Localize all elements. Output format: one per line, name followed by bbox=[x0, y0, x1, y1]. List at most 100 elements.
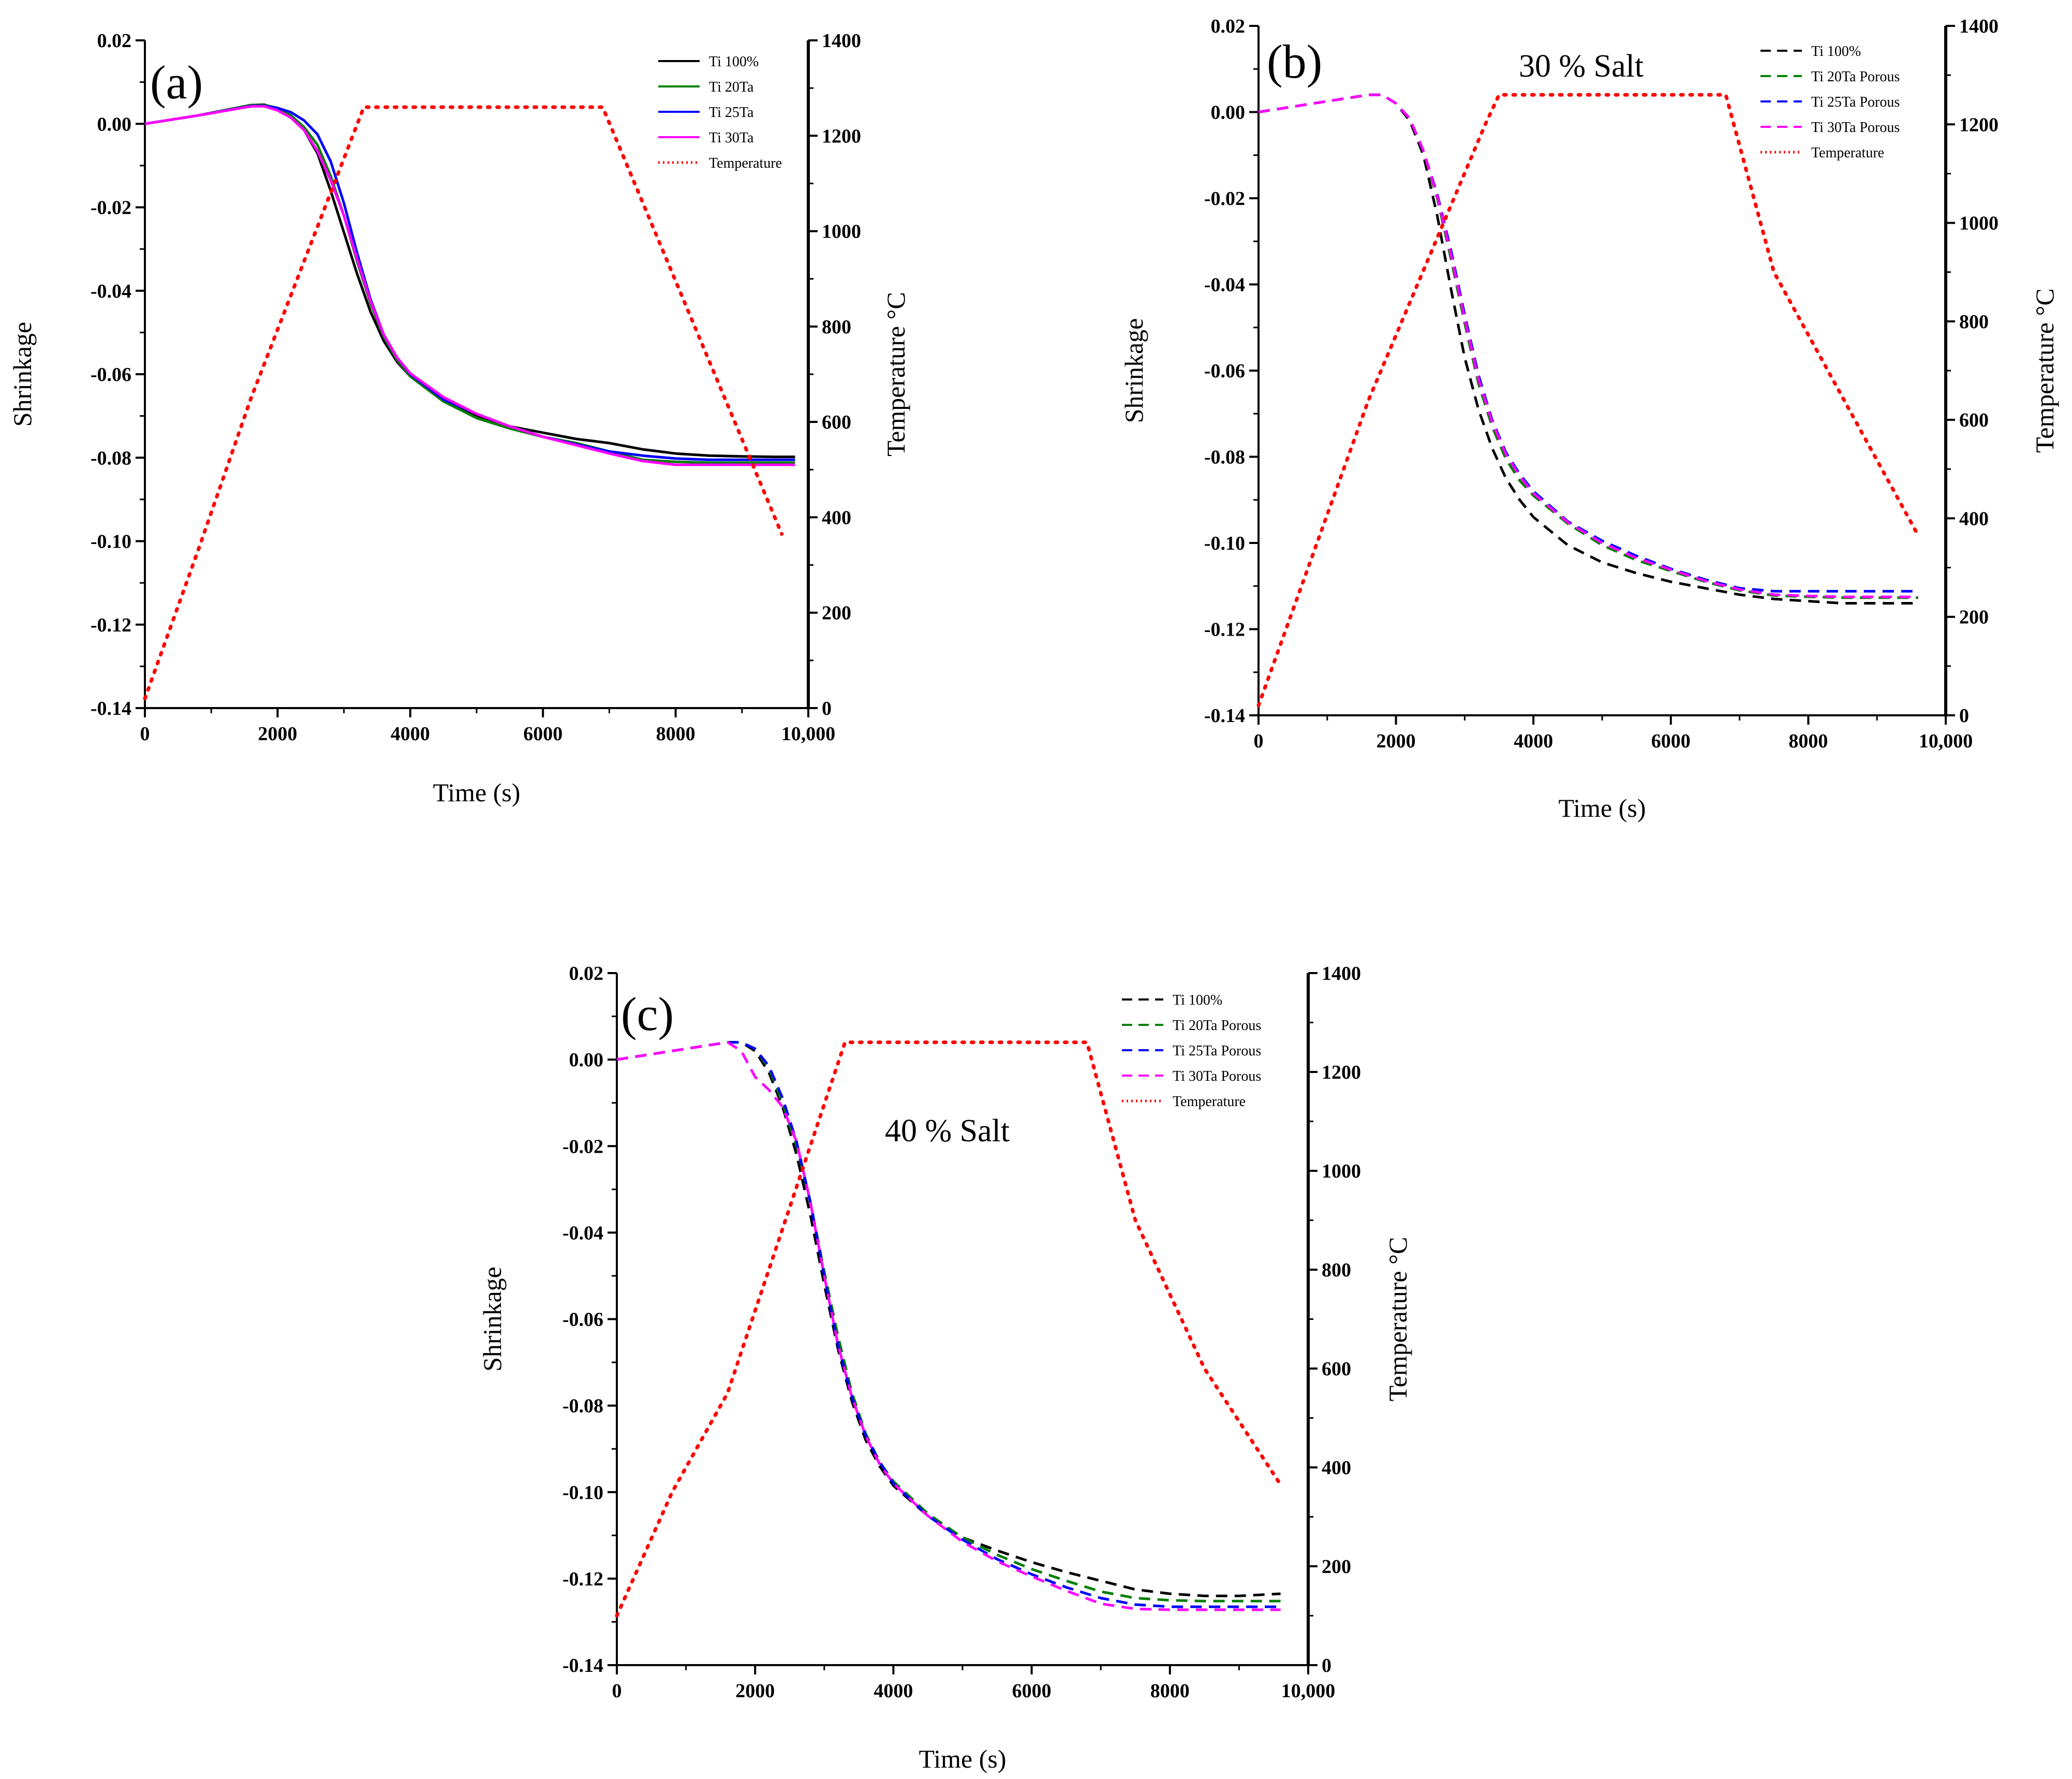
y-tick-label: -0.12 bbox=[1204, 619, 1245, 641]
x-tick-label: 10,000 bbox=[1281, 1680, 1336, 1702]
legend-label: Ti 30Ta Porous bbox=[1173, 1068, 1261, 1084]
y2-tick-label: 600 bbox=[1959, 409, 1989, 431]
x-tick-label: 0 bbox=[1254, 730, 1264, 752]
legend-label: Ti 100% bbox=[1811, 43, 1861, 60]
y2-tick-label: 600 bbox=[1322, 1358, 1351, 1380]
y2-tick-label: 0 bbox=[822, 698, 832, 719]
y-tick-label: -0.12 bbox=[563, 1568, 603, 1590]
y2-tick-label: 1000 bbox=[1959, 213, 1999, 234]
y-axis-title: Shrinkage bbox=[478, 1267, 507, 1372]
y2-tick-label: 400 bbox=[822, 507, 851, 528]
legend-label: Ti 25Ta Porous bbox=[1173, 1043, 1261, 1059]
x-axis-title: Time (s) bbox=[919, 1744, 1006, 1773]
legend: Ti 100% Ti 20Ta Porous Ti 25Ta Porous Ti 30… bbox=[1122, 992, 1261, 1110]
y-tick-label: -0.02 bbox=[563, 1136, 603, 1157]
legend-label: Ti 20Ta Porous bbox=[1811, 69, 1900, 85]
y-tick-label: -0.06 bbox=[1204, 360, 1245, 382]
y-tick-label: -0.04 bbox=[1204, 274, 1245, 296]
y-tick-label: -0.04 bbox=[563, 1222, 603, 1244]
y-tick-label: -0.08 bbox=[91, 447, 131, 469]
y2-tick-label: 400 bbox=[1959, 508, 1989, 530]
x-axis-title: Time (s) bbox=[433, 778, 520, 807]
y2-tick-label: 1000 bbox=[1322, 1160, 1361, 1182]
y-tick-label: -0.06 bbox=[563, 1309, 603, 1331]
legend-label: Ti 20Ta bbox=[709, 79, 754, 95]
y-tick-label: 0.00 bbox=[1211, 102, 1246, 124]
y-tick-label: -0.06 bbox=[91, 364, 131, 386]
panel-label: (a) bbox=[150, 56, 203, 109]
chart-panel: 0 2000 4000 6000 8000 10,000 0.02 0.00 -0.02 -0.0… bbox=[478, 963, 1412, 1773]
salt-annotation: 40 % Salt bbox=[885, 1113, 1010, 1149]
x-tick-label: 10,000 bbox=[1919, 730, 1973, 752]
x-tick-label: 4000 bbox=[1514, 730, 1553, 752]
x-tick-label: 8000 bbox=[656, 723, 695, 745]
y-tick-label: 0.02 bbox=[1211, 16, 1246, 37]
y2-tick-label: 200 bbox=[1322, 1556, 1351, 1578]
y-tick-label: -0.04 bbox=[91, 281, 131, 302]
x-tick-label: 6000 bbox=[523, 723, 563, 745]
y2-tick-label: 600 bbox=[822, 411, 851, 433]
legend-label: Ti 25Ta Porous bbox=[1811, 94, 1900, 110]
y2-tick-label: 1200 bbox=[1322, 1062, 1361, 1083]
y-tick-label: 0.02 bbox=[569, 963, 604, 984]
series-line bbox=[615, 1040, 1283, 1618]
y-tick-label: -0.08 bbox=[1204, 447, 1245, 468]
y2-axis-title: Temperature °C bbox=[881, 292, 910, 457]
chart-panel: 0 2000 4000 6000 8000 10,0000.020.00-0.02-0.0… bbox=[1119, 16, 2059, 822]
legend-label: Temperature bbox=[1811, 145, 1884, 161]
y-tick-label: 0.00 bbox=[569, 1049, 604, 1071]
x-tick-label: 8000 bbox=[1788, 730, 1828, 752]
y2-tick-label: 1400 bbox=[1322, 963, 1361, 984]
y-tick-label: -0.14 bbox=[1204, 705, 1245, 727]
y2-tick-label: 1400 bbox=[822, 30, 861, 52]
x-tick-label: 0 bbox=[612, 1680, 622, 1702]
x-tick-label: 4000 bbox=[874, 1680, 913, 1702]
series-line bbox=[1256, 93, 1920, 708]
y-axis-title: Shrinkage bbox=[8, 322, 37, 427]
y-tick-label: -0.12 bbox=[91, 614, 131, 636]
x-tick-label: 0 bbox=[140, 723, 150, 745]
legend: Ti 100% Ti 20Ta Ti 25Ta Ti 30Ta Temperature bbox=[658, 54, 782, 171]
x-tick-label: 4000 bbox=[391, 723, 430, 745]
y2-tick-label: 0 bbox=[1959, 705, 1969, 727]
y-tick-label: -0.08 bbox=[563, 1395, 603, 1417]
y-tick-label: -0.02 bbox=[91, 197, 131, 219]
x-tick-label: 6000 bbox=[1651, 730, 1691, 752]
y2-tick-label: 1200 bbox=[1959, 114, 1999, 136]
y2-tick-label: 800 bbox=[822, 316, 851, 338]
y2-axis-title: Temperature °C bbox=[1383, 1237, 1412, 1402]
y2-axis-title: Temperature °C bbox=[2030, 288, 2059, 453]
y-tick-label: -0.14 bbox=[563, 1655, 603, 1677]
legend-label: Ti 25Ta bbox=[709, 105, 754, 121]
y-tick-label: -0.10 bbox=[563, 1482, 603, 1504]
x-tick-label: 2000 bbox=[735, 1680, 775, 1702]
series-line bbox=[616, 1041, 1281, 1611]
x-axis-title: Time (s) bbox=[1558, 793, 1646, 822]
series-line bbox=[616, 1041, 1281, 1597]
legend-label: Temperature bbox=[1173, 1094, 1246, 1110]
series-line bbox=[143, 105, 784, 701]
panel-label: (b) bbox=[1267, 35, 1322, 88]
legend-label: Ti 30Ta bbox=[709, 130, 754, 146]
x-tick-label: 6000 bbox=[1012, 1680, 1052, 1702]
panels: 0 2000 4000 6000 8000 10,0000.020.00-0.02-0.0… bbox=[8, 16, 2059, 1773]
y-tick-label: -0.10 bbox=[1204, 533, 1245, 554]
legend-label: Ti 20Ta Porous bbox=[1173, 1018, 1261, 1034]
y-tick-label: -0.14 bbox=[91, 698, 131, 719]
y-tick-label: -0.10 bbox=[91, 531, 131, 553]
x-tick-label: 2000 bbox=[1377, 730, 1416, 752]
legend-label: Temperature bbox=[709, 155, 782, 171]
series-line bbox=[1258, 93, 1918, 598]
y-tick-label: -0.02 bbox=[1204, 188, 1245, 210]
y2-tick-label: 400 bbox=[1322, 1457, 1351, 1479]
panel-label: (c) bbox=[621, 988, 674, 1040]
x-tick-label: 8000 bbox=[1150, 1680, 1190, 1702]
series-line bbox=[1258, 93, 1918, 605]
series-line bbox=[144, 105, 795, 466]
salt-annotation: 30 % Salt bbox=[1519, 49, 1644, 84]
x-tick-label: 2000 bbox=[258, 723, 297, 745]
y2-tick-label: 1400 bbox=[1959, 16, 1999, 37]
chart-panel: 0 2000 4000 6000 8000 10,0000.020.00-0.02-0.0… bbox=[8, 30, 910, 807]
